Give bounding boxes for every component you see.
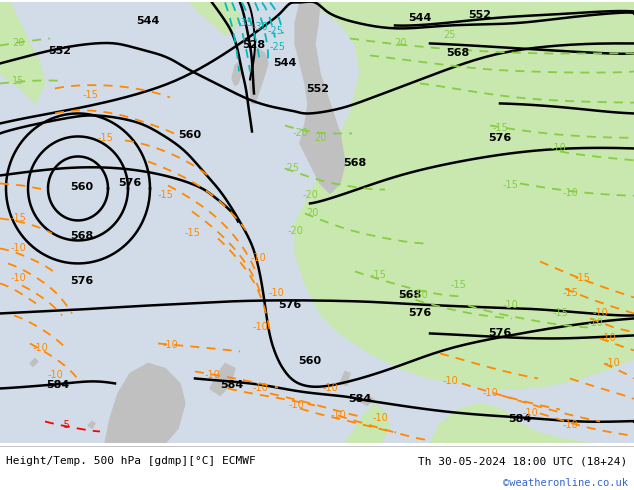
Polygon shape bbox=[30, 359, 38, 367]
Text: 568: 568 bbox=[398, 291, 422, 300]
Text: Th 30-05-2024 18:00 UTC (18+24): Th 30-05-2024 18:00 UTC (18+24) bbox=[418, 456, 628, 466]
Text: -10: -10 bbox=[330, 411, 346, 420]
Text: -10: -10 bbox=[562, 189, 578, 198]
Text: -10: -10 bbox=[600, 334, 616, 343]
Text: -10: -10 bbox=[47, 370, 63, 380]
Text: -10: -10 bbox=[412, 291, 428, 300]
Text: -10: -10 bbox=[250, 253, 266, 264]
Text: 576: 576 bbox=[278, 300, 302, 311]
Text: 560: 560 bbox=[70, 182, 94, 193]
Polygon shape bbox=[295, 2, 634, 389]
Text: -15: -15 bbox=[552, 308, 568, 318]
Text: -25: -25 bbox=[284, 164, 300, 173]
Text: -10: -10 bbox=[204, 370, 220, 380]
Text: 576: 576 bbox=[408, 308, 432, 318]
Text: -10: -10 bbox=[10, 244, 26, 253]
Text: -15: -15 bbox=[502, 180, 518, 191]
Text: -25: -25 bbox=[268, 26, 284, 36]
Text: ©weatheronline.co.uk: ©weatheronline.co.uk bbox=[503, 478, 628, 489]
Text: 560: 560 bbox=[178, 130, 202, 141]
Text: -15: -15 bbox=[450, 280, 466, 291]
Text: -10: -10 bbox=[550, 144, 566, 153]
Text: -15: -15 bbox=[492, 123, 508, 133]
Text: 20: 20 bbox=[306, 208, 318, 219]
Polygon shape bbox=[210, 364, 235, 395]
Text: 25: 25 bbox=[444, 30, 456, 41]
Text: -20: -20 bbox=[287, 226, 303, 237]
Text: -15: -15 bbox=[184, 228, 200, 239]
Text: -10: -10 bbox=[562, 420, 578, 430]
Text: 576: 576 bbox=[488, 328, 512, 339]
Polygon shape bbox=[105, 364, 185, 443]
Text: 544: 544 bbox=[408, 13, 432, 24]
Text: 552: 552 bbox=[306, 84, 330, 95]
Polygon shape bbox=[345, 403, 390, 443]
Text: Height/Temp. 500 hPa [gdmp][°C] ECMWF: Height/Temp. 500 hPa [gdmp][°C] ECMWF bbox=[6, 456, 256, 466]
Text: 544: 544 bbox=[273, 58, 297, 69]
Text: -10: -10 bbox=[288, 400, 304, 411]
Text: -10: -10 bbox=[502, 300, 518, 311]
Polygon shape bbox=[0, 2, 45, 103]
Polygon shape bbox=[190, 2, 240, 35]
Text: 20: 20 bbox=[394, 38, 406, 49]
Text: -15: -15 bbox=[562, 289, 578, 298]
Text: -10: -10 bbox=[252, 322, 268, 332]
Polygon shape bbox=[430, 403, 590, 443]
Text: 544: 544 bbox=[136, 17, 160, 26]
Text: -10: -10 bbox=[522, 409, 538, 418]
Text: -10: -10 bbox=[268, 289, 284, 298]
Text: -15: -15 bbox=[574, 273, 590, 283]
Text: 560: 560 bbox=[299, 356, 321, 367]
Text: -5: -5 bbox=[60, 420, 70, 430]
Text: -15: -15 bbox=[157, 191, 173, 200]
Text: 20: 20 bbox=[314, 133, 326, 144]
Text: 584: 584 bbox=[348, 394, 372, 404]
Text: -10: -10 bbox=[322, 384, 338, 393]
Text: -15: -15 bbox=[97, 133, 113, 144]
Text: -10: -10 bbox=[32, 343, 48, 353]
Text: 584: 584 bbox=[508, 415, 532, 424]
Polygon shape bbox=[250, 49, 268, 103]
Text: -10: -10 bbox=[252, 384, 268, 393]
Polygon shape bbox=[340, 371, 350, 386]
Polygon shape bbox=[88, 421, 95, 428]
Text: 576: 576 bbox=[70, 276, 94, 287]
Text: -15: -15 bbox=[10, 214, 26, 223]
Text: -10: -10 bbox=[442, 376, 458, 387]
Text: -30: -30 bbox=[252, 23, 268, 32]
Text: 576: 576 bbox=[119, 178, 141, 189]
Text: 20: 20 bbox=[12, 38, 24, 49]
Text: -10: -10 bbox=[372, 414, 388, 423]
Text: 584: 584 bbox=[46, 380, 70, 391]
Text: 568: 568 bbox=[344, 158, 366, 169]
Text: -20: -20 bbox=[302, 191, 318, 200]
Text: 576: 576 bbox=[488, 133, 512, 144]
Text: 568: 568 bbox=[446, 49, 470, 58]
Text: -15: -15 bbox=[82, 91, 98, 100]
Polygon shape bbox=[360, 395, 374, 405]
Polygon shape bbox=[295, 2, 345, 194]
Text: -10: -10 bbox=[162, 341, 178, 350]
Text: 15: 15 bbox=[12, 76, 24, 86]
Text: 568: 568 bbox=[70, 231, 94, 242]
Text: 528: 528 bbox=[242, 41, 266, 50]
Text: -25: -25 bbox=[270, 43, 286, 52]
Text: -10: -10 bbox=[10, 273, 26, 283]
Text: -10: -10 bbox=[587, 318, 603, 328]
Text: 584: 584 bbox=[221, 380, 243, 391]
Text: -15: -15 bbox=[370, 270, 386, 280]
Text: -20: -20 bbox=[292, 128, 308, 139]
Text: -10: -10 bbox=[482, 389, 498, 398]
Text: 552: 552 bbox=[469, 10, 491, 21]
Text: -35: -35 bbox=[237, 19, 253, 28]
Text: -10: -10 bbox=[604, 359, 620, 368]
Text: -10: -10 bbox=[592, 308, 608, 318]
Text: 552: 552 bbox=[48, 47, 72, 56]
Polygon shape bbox=[232, 61, 242, 85]
